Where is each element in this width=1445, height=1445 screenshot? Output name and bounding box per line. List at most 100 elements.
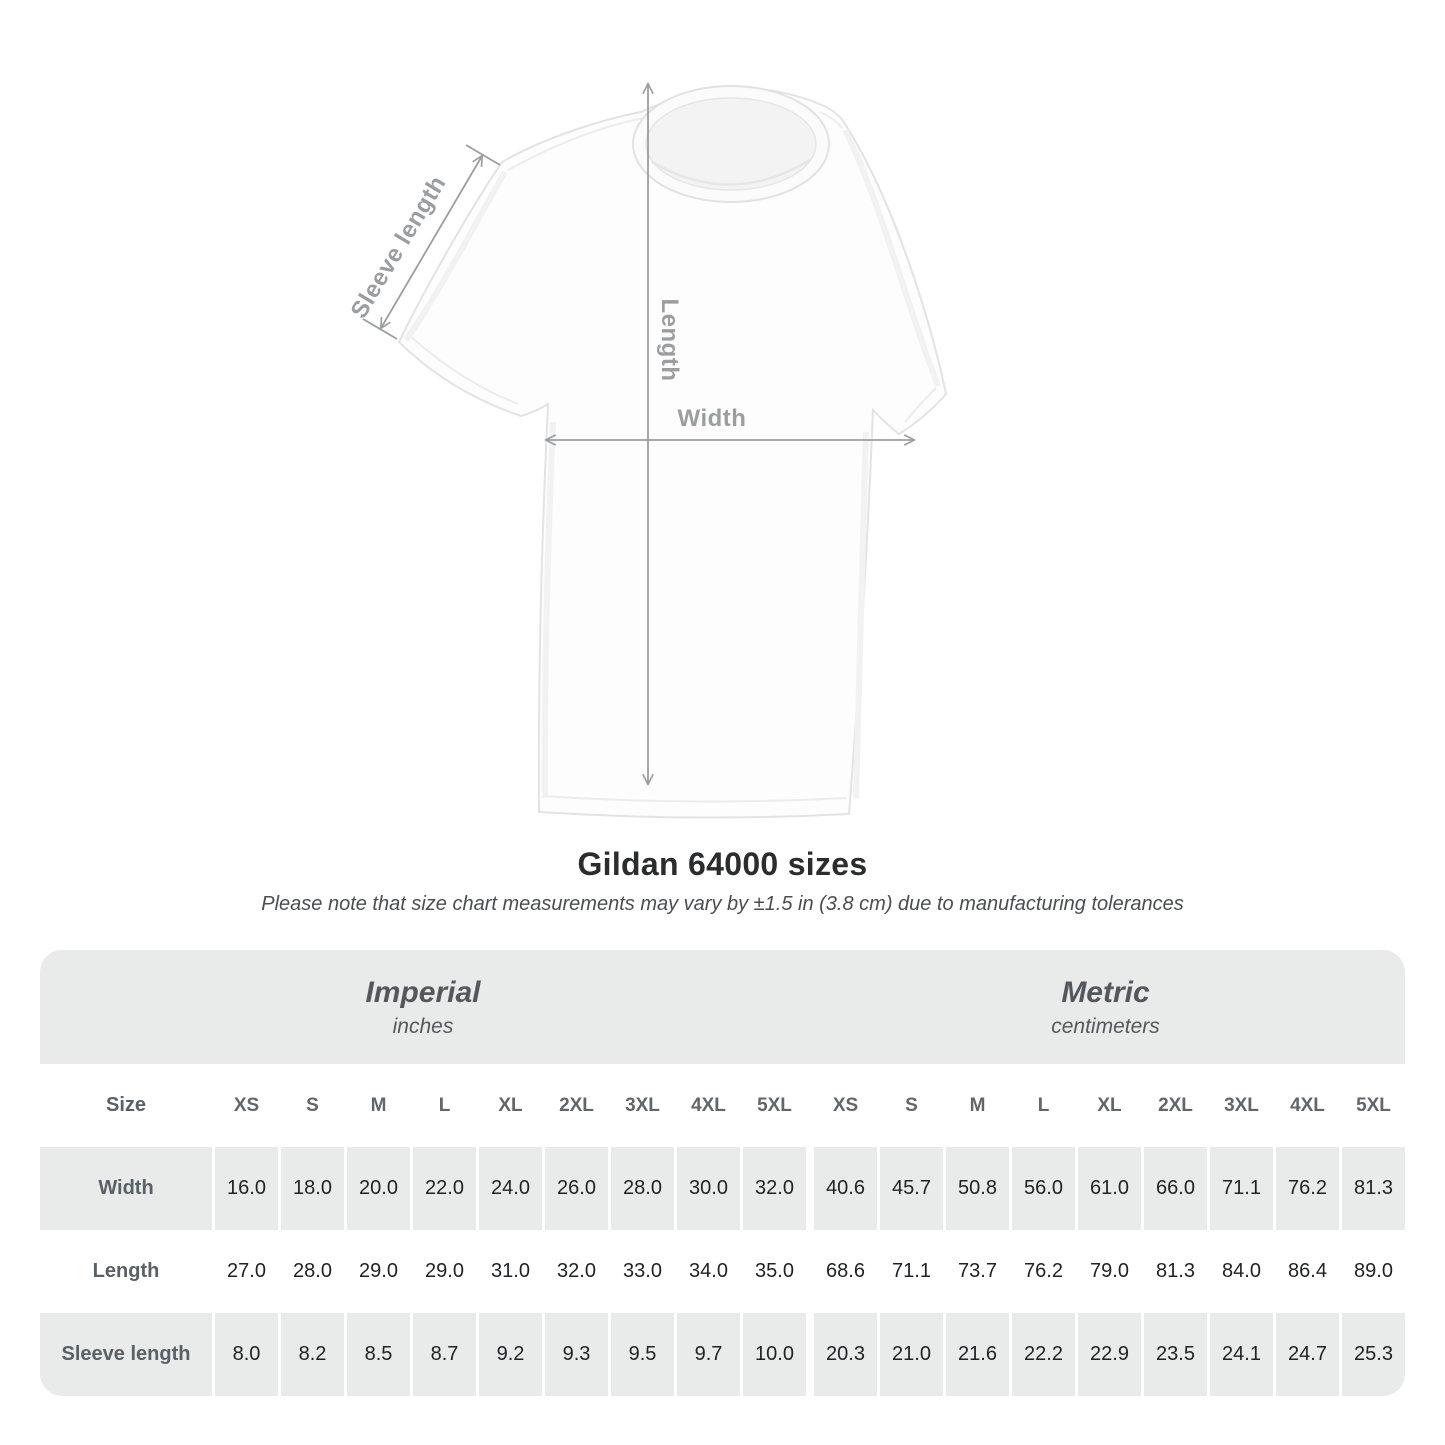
cell-metric: 25.3: [1342, 1313, 1405, 1396]
cell-imperial: 34.0: [677, 1230, 740, 1313]
cell-metric: 73.7: [946, 1230, 1009, 1313]
cell-imperial: 27.0: [215, 1230, 278, 1313]
metric-size-header-l: L: [1012, 1064, 1075, 1147]
imperial-size-header-5xl: 5XL: [743, 1064, 806, 1147]
table-row-length: Length 27.0 28.0 29.0 29.0 31.0 32.0 33.0 34.0 35…: [40, 1230, 1405, 1313]
cell-metric: 22.2: [1012, 1313, 1075, 1396]
sleeve-arrow-tick-top: [465, 144, 501, 166]
cell-metric: 23.5: [1144, 1313, 1207, 1396]
cell-imperial: 22.0: [413, 1147, 476, 1230]
imperial-size-header-4xl: 4XL: [677, 1064, 740, 1147]
cell-imperial: 26.0: [545, 1147, 608, 1230]
table-row-sleeve-length: Sleeve length 8.0 8.2 8.5 8.7 9.2 9.3 9.5 9.7 10.…: [40, 1313, 1405, 1396]
imperial-unit: inches: [392, 1014, 454, 1038]
imperial-size-header-2xl: 2XL: [545, 1064, 608, 1147]
cell-imperial: 9.3: [545, 1313, 608, 1396]
size-table: Imperial inches Metric centimeters Size X…: [40, 950, 1405, 1396]
imperial-size-header-s: S: [281, 1064, 344, 1147]
row-label: Width: [40, 1147, 212, 1230]
cell-imperial: 8.7: [413, 1313, 476, 1396]
cell-imperial: 18.0: [281, 1147, 344, 1230]
metric-size-header-xs: XS: [814, 1064, 877, 1147]
cell-imperial: 29.0: [413, 1230, 476, 1313]
dimension-arrows: [362, 84, 914, 784]
collar-opening: [645, 97, 817, 191]
row-label: Sleeve length: [40, 1313, 212, 1396]
size-table-body: Size XS S M L XL 2XL 3XL 4XL 5XL XS S M L XL 2XL 3XL 4XL 5…: [40, 1064, 1405, 1396]
cell-metric: 89.0: [1342, 1230, 1405, 1313]
cell-metric: 22.9: [1078, 1313, 1141, 1396]
metric-size-header-xl: XL: [1078, 1064, 1141, 1147]
cell-metric: 24.1: [1210, 1313, 1273, 1396]
metric-size-header-4xl: 4XL: [1276, 1064, 1339, 1147]
cell-imperial: 8.2: [281, 1313, 344, 1396]
group-header-metric: Metric centimeters: [806, 950, 1405, 1064]
cell-metric: 40.6: [814, 1147, 877, 1230]
sleeve-arrow-tick-bottom: [362, 318, 398, 340]
cell-imperial: 29.0: [347, 1230, 410, 1313]
cell-metric: 56.0: [1012, 1147, 1075, 1230]
cell-metric: 68.6: [814, 1230, 877, 1313]
cell-metric: 20.3: [814, 1313, 877, 1396]
table-row-width: Width 16.0 18.0 20.0 22.0 24.0 26.0 28.0 30.0 32.…: [40, 1147, 1405, 1230]
cell-imperial: 16.0: [215, 1147, 278, 1230]
cell-imperial: 20.0: [347, 1147, 410, 1230]
cell-metric: 76.2: [1012, 1230, 1075, 1313]
cell-imperial: 30.0: [677, 1147, 740, 1230]
cell-imperial: 9.7: [677, 1313, 740, 1396]
imperial-label: Imperial: [365, 975, 481, 1009]
cell-metric: 45.7: [880, 1147, 943, 1230]
tshirt-body: [397, 87, 948, 819]
imperial-size-header-l: L: [413, 1064, 476, 1147]
cell-metric: 86.4: [1276, 1230, 1339, 1313]
cell-metric: 50.8: [946, 1147, 1009, 1230]
tshirt-seams: [409, 111, 937, 803]
cell-imperial: 24.0: [479, 1147, 542, 1230]
cell-imperial: 28.0: [611, 1147, 674, 1230]
metric-size-header-3xl: 3XL: [1210, 1064, 1273, 1147]
size-column-label: Size: [40, 1064, 212, 1147]
width-label: Width: [678, 405, 747, 432]
length-label: Length: [656, 299, 683, 382]
cell-metric: 66.0: [1144, 1147, 1207, 1230]
tshirt-graphic: [397, 85, 948, 819]
metric-size-header-2xl: 2XL: [1144, 1064, 1207, 1147]
metric-size-header-s: S: [880, 1064, 943, 1147]
metric-unit: centimeters: [1051, 1014, 1160, 1038]
cell-imperial: 8.5: [347, 1313, 410, 1396]
row-label: Length: [40, 1230, 212, 1313]
group-header-imperial: Imperial inches: [40, 950, 806, 1064]
collar-stitch: [651, 158, 811, 186]
cell-imperial: 28.0: [281, 1230, 344, 1313]
cell-metric: 24.7: [1276, 1313, 1339, 1396]
cell-metric: 71.1: [1210, 1147, 1273, 1230]
cell-metric: 61.0: [1078, 1147, 1141, 1230]
imperial-size-header-m: M: [347, 1064, 410, 1147]
cell-imperial: 8.0: [215, 1313, 278, 1396]
cell-metric: 76.2: [1276, 1147, 1339, 1230]
cell-metric: 79.0: [1078, 1230, 1141, 1313]
cell-imperial: 9.2: [479, 1313, 542, 1396]
cell-metric: 81.3: [1342, 1147, 1405, 1230]
cell-metric: 84.0: [1210, 1230, 1273, 1313]
tshirt-diagram: Width Length Sleeve length: [345, 0, 948, 819]
imperial-size-header-xl: XL: [479, 1064, 542, 1147]
cell-imperial: 9.5: [611, 1313, 674, 1396]
cell-metric: 21.6: [946, 1313, 1009, 1396]
cell-imperial: 32.0: [743, 1147, 806, 1230]
cell-metric: 81.3: [1144, 1230, 1207, 1313]
metric-label: Metric: [1061, 975, 1150, 1009]
table-group-header: Imperial inches Metric centimeters: [40, 950, 1405, 1064]
cell-imperial: 31.0: [479, 1230, 542, 1313]
imperial-size-header-3xl: 3XL: [611, 1064, 674, 1147]
cell-imperial: 32.0: [545, 1230, 608, 1313]
cell-metric: 21.0: [880, 1313, 943, 1396]
tolerance-note: Please note that size chart measurements…: [261, 893, 1184, 915]
size-header-row: Size XS S M L XL 2XL 3XL 4XL 5XL XS S M L XL 2XL 3XL 4XL 5…: [40, 1064, 1405, 1147]
imperial-size-header-xs: XS: [215, 1064, 278, 1147]
cell-metric: 71.1: [880, 1230, 943, 1313]
metric-size-header-5xl: 5XL: [1342, 1064, 1405, 1147]
metric-size-header-m: M: [946, 1064, 1009, 1147]
cell-imperial: 33.0: [611, 1230, 674, 1313]
sleeve-arrow: [381, 156, 482, 328]
